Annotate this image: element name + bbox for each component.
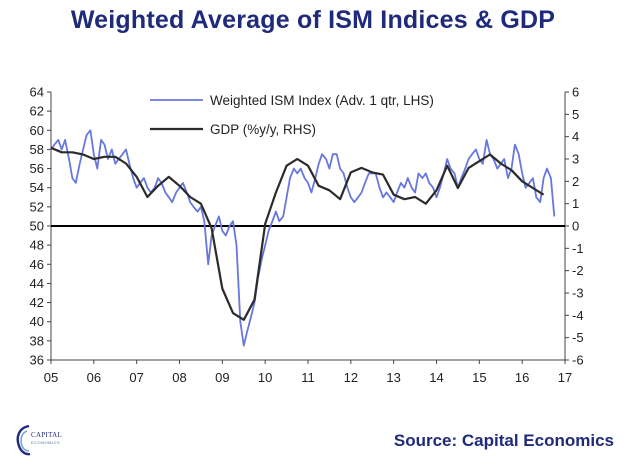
logo-text: CAPITAL — [31, 431, 63, 439]
legend-label: GDP (%y/y, RHS) — [210, 122, 316, 137]
left-tick-label: 36 — [30, 353, 44, 368]
left-tick-label: 50 — [30, 219, 44, 234]
left-tick-label: 54 — [30, 180, 44, 195]
source-note: Source: Capital Economics — [393, 431, 614, 450]
series-group — [50, 129, 556, 347]
right-tick-label: 3 — [572, 152, 579, 167]
x-tick-label: 17 — [558, 370, 572, 385]
left-tick-label: 62 — [30, 104, 44, 119]
left-tick-label: 60 — [30, 123, 44, 138]
logo-swoosh-icon — [16, 424, 31, 456]
capital-economics-logo: CAPITAL ECONOMICS — [14, 420, 74, 460]
right-tick-label: 1 — [572, 196, 579, 211]
x-tick-label: 07 — [129, 370, 143, 385]
left-tick-label: 56 — [30, 161, 44, 176]
axes: 363840424446485052545658606264-6-5-4-3-2… — [30, 85, 584, 386]
x-tick-label: 10 — [258, 370, 272, 385]
left-tick-label: 42 — [30, 295, 44, 310]
x-tick-label: 08 — [172, 370, 186, 385]
legend: Weighted ISM Index (Adv. 1 qtr, LHS) GDP … — [150, 93, 434, 137]
left-tick-label: 46 — [30, 257, 44, 272]
x-tick-label: 13 — [386, 370, 400, 385]
right-tick-label: -2 — [572, 263, 584, 278]
right-tick-label: 5 — [572, 107, 579, 122]
right-tick-label: -1 — [572, 241, 584, 256]
x-tick-label: 05 — [44, 370, 58, 385]
right-tick-label: 6 — [572, 85, 579, 100]
left-tick-label: 44 — [30, 276, 44, 291]
left-tick-label: 64 — [30, 85, 44, 100]
series-line-gdp — [50, 146, 545, 321]
x-tick-label: 12 — [344, 370, 358, 385]
left-tick-label: 58 — [30, 142, 44, 157]
left-tick-label: 48 — [30, 238, 44, 253]
right-tick-label: 4 — [572, 129, 579, 144]
legend-label: Weighted ISM Index (Adv. 1 qtr, LHS) — [210, 93, 434, 108]
left-tick-label: 38 — [30, 333, 44, 348]
right-tick-label: -5 — [572, 330, 584, 345]
right-tick-label: -3 — [572, 286, 584, 301]
x-tick-label: 11 — [301, 370, 315, 385]
x-tick-label: 09 — [215, 370, 229, 385]
right-tick-label: 0 — [572, 219, 579, 234]
right-tick-label: -4 — [572, 308, 584, 323]
series-line-ism — [50, 129, 556, 347]
x-tick-label: 15 — [472, 370, 486, 385]
left-tick-label: 40 — [30, 314, 44, 329]
left-tick-label: 52 — [30, 199, 44, 214]
logo-subtext: ECONOMICS — [31, 440, 61, 445]
chart-title: Weighted Average of ISM Indices & GDP — [70, 6, 556, 34]
x-tick-label: 14 — [429, 370, 443, 385]
x-tick-label: 06 — [87, 370, 101, 385]
right-tick-label: 2 — [572, 174, 579, 189]
right-tick-label: -6 — [572, 353, 584, 368]
x-tick-label: 16 — [515, 370, 529, 385]
